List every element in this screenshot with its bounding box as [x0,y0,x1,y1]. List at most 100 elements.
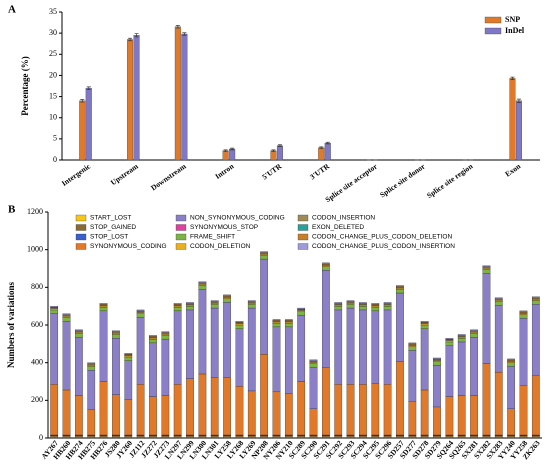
bar-segment [210,307,219,378]
bar-segment [198,373,207,436]
bar-segment [210,435,219,439]
bar-segment [112,338,120,395]
bar-segment [371,306,380,312]
error-bar [230,147,235,151]
y-tick-label: 15 [49,91,57,100]
bar-segment [383,309,392,385]
legend-swatch [297,233,309,241]
bar-segment [408,346,417,351]
bar-segment [124,355,133,358]
bar-segment [433,361,441,366]
bar-segment [470,332,478,334]
legend-swatch [175,243,187,250]
x-tick-label: Upstream [109,161,141,187]
bar-segment [112,330,120,332]
legend-label: CODON_DELETION [190,243,251,250]
bar-segment [531,375,540,436]
bar-segment [210,304,219,309]
bar-segment [433,435,441,439]
bar-segment [531,304,540,376]
bar-segment [247,304,256,309]
bar-segment [346,435,355,439]
bar-segment [272,319,281,321]
bar-segment [359,306,367,311]
bar-segment [87,435,96,439]
bar-segment [519,318,528,386]
bar-segment [124,353,133,355]
bar-segment [396,361,404,436]
bar-segment [235,324,244,329]
bar-segment [235,386,244,436]
bar-segment [494,297,503,299]
y-tick-label: 800 [31,282,43,291]
legend-swatch [297,214,309,222]
bar-segment [371,303,380,305]
bar-segment [457,338,466,343]
y-tick-label: 0 [39,433,43,442]
bar [174,26,181,161]
y-tick-label: 25 [49,49,57,58]
bar-segment [186,304,194,307]
bar-segment [136,312,145,314]
bar [181,33,188,161]
bar-segment [272,321,281,324]
bar-segment [272,322,281,328]
bar-segment [507,358,515,360]
bar-segment [309,363,318,368]
bar-segment [519,313,528,315]
bar-segment [359,435,367,439]
bar-segment [247,307,256,392]
bar-segment [161,331,170,333]
bar-segment [223,297,231,299]
bar-segment [408,401,417,436]
bar-segment [519,435,528,439]
bar-segment [494,300,503,302]
bar-segment [75,435,83,439]
bar-segment [482,435,491,439]
bar-segment [297,435,306,439]
legend-label: NON_SYNONYMOUS_CODING [190,215,285,222]
bar-segment [186,309,194,379]
bar-segment [235,328,244,387]
bar-segment [112,333,120,335]
legend-label: START_LOST [90,215,131,222]
bar-segment [334,306,343,311]
bar-segment [457,435,466,439]
bar-segment [62,317,71,322]
bar [229,148,236,161]
bar-segment [198,284,207,286]
bar-segment [346,307,355,385]
bar-segment [124,356,133,361]
bar-segment [235,323,244,326]
bar-segment [75,329,83,331]
bar-segment [371,305,380,308]
bar-segment [260,354,268,436]
bar-segment [322,266,330,271]
bar-segment [50,435,59,439]
bar-segment [210,300,219,302]
error-bar [325,141,330,145]
bar-segment [408,435,417,439]
legend-swatch [175,224,187,231]
bar-segment [309,359,318,361]
bar-segment [507,366,515,409]
bar-segment [173,435,182,439]
bar-segment [494,435,503,439]
bar-segment [284,322,293,328]
bar-segment [334,302,343,304]
bar-segment [173,305,182,308]
bar-segment [408,345,417,347]
y-tick-label: 400 [31,357,43,366]
bar-segment [161,395,170,436]
bar-segment [75,333,83,338]
bar-segment [396,435,404,439]
bar-segment [346,303,355,305]
panel-label: B [8,204,16,216]
y-tick-label: 20 [49,70,57,79]
bar-segment [149,337,157,340]
bar-segment [223,298,231,303]
x-tick-label: Exon [503,161,522,178]
bar [318,147,325,161]
bar-segment [322,435,330,439]
